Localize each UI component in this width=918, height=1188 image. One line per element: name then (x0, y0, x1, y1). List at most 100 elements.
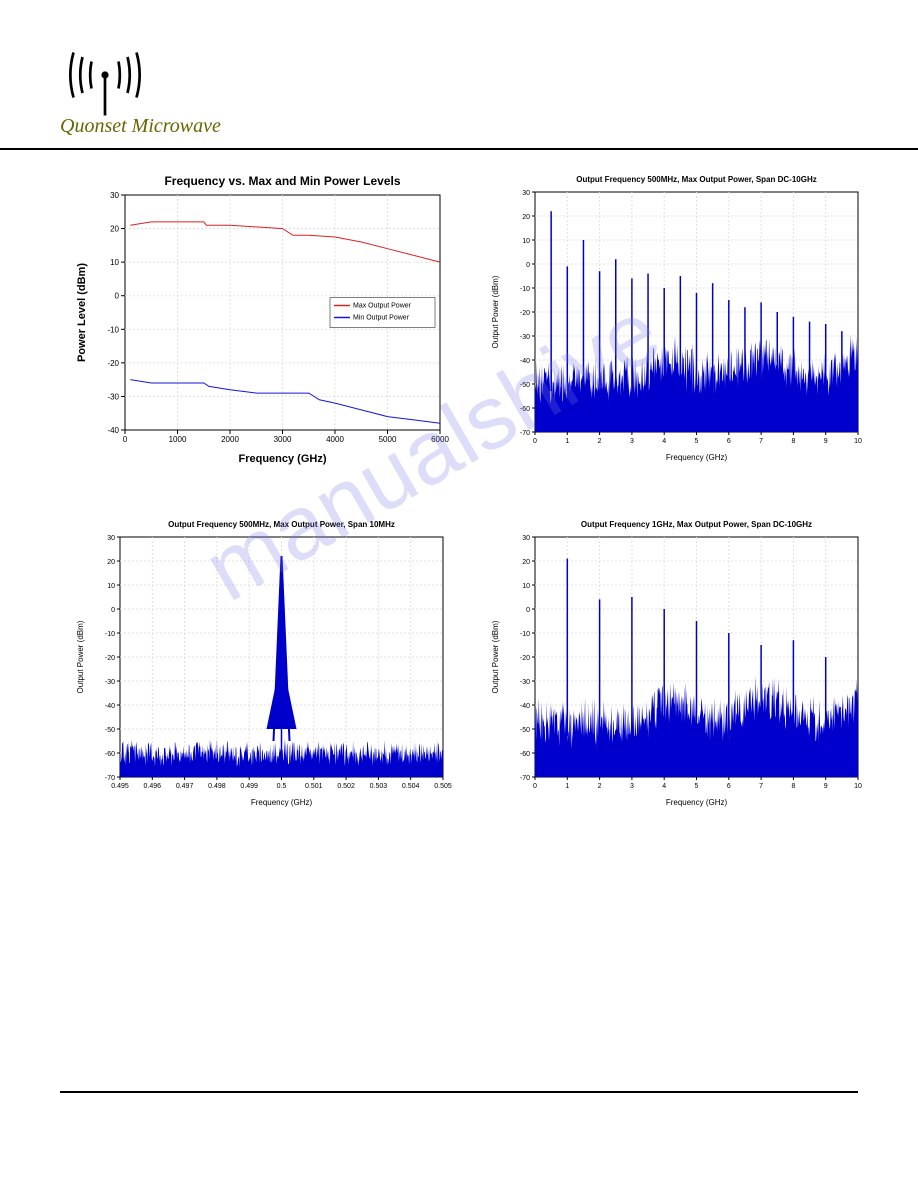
svg-text:6: 6 (727, 438, 731, 445)
svg-text:3: 3 (630, 783, 634, 790)
chart-spectrum-1ghz-wide: 012345678910-70-60-50-40-30-20-100102030… (485, 515, 870, 820)
svg-text:Output Frequency 1GHz, Max Out: Output Frequency 1GHz, Max Output Power,… (581, 520, 812, 529)
svg-text:Min Output Power: Min Output Power (353, 315, 410, 322)
svg-text:-10: -10 (520, 631, 530, 638)
svg-text:0.495: 0.495 (111, 783, 129, 790)
svg-text:Output Power (dBm): Output Power (dBm) (491, 620, 500, 693)
svg-text:0: 0 (123, 435, 128, 444)
svg-text:Output Frequency 500MHz, Max O: Output Frequency 500MHz, Max Output Powe… (576, 175, 816, 184)
svg-text:Frequency (GHz): Frequency (GHz) (251, 798, 313, 807)
svg-text:-30: -30 (520, 334, 530, 341)
svg-text:4000: 4000 (326, 435, 344, 444)
svg-text:Output Power (dBm): Output Power (dBm) (76, 620, 85, 693)
page-header: Quonset Microwave (0, 0, 918, 150)
svg-text:30: 30 (522, 535, 530, 542)
svg-text:0.498: 0.498 (208, 783, 226, 790)
svg-text:-70: -70 (105, 775, 115, 782)
svg-text:-50: -50 (520, 382, 530, 389)
svg-text:6000: 6000 (431, 435, 449, 444)
svg-text:1: 1 (565, 783, 569, 790)
svg-text:5: 5 (695, 783, 699, 790)
svg-text:-40: -40 (520, 358, 530, 365)
svg-text:-70: -70 (520, 775, 530, 782)
svg-text:1000: 1000 (169, 435, 187, 444)
svg-text:2: 2 (598, 438, 602, 445)
svg-text:0: 0 (111, 607, 115, 614)
svg-text:0.504: 0.504 (402, 783, 420, 790)
svg-text:7: 7 (759, 438, 763, 445)
svg-text:-50: -50 (105, 727, 115, 734)
footer-divider (60, 1091, 858, 1093)
svg-text:20: 20 (110, 225, 119, 234)
svg-text:4: 4 (662, 438, 666, 445)
svg-text:Frequency (GHz): Frequency (GHz) (666, 798, 728, 807)
svg-text:-20: -20 (520, 310, 530, 317)
svg-text:2000: 2000 (221, 435, 239, 444)
svg-text:8: 8 (791, 438, 795, 445)
svg-text:-50: -50 (520, 727, 530, 734)
svg-text:-60: -60 (105, 751, 115, 758)
brand-logo: Quonset Microwave (60, 30, 858, 138)
svg-text:-20: -20 (105, 655, 115, 662)
svg-text:0.501: 0.501 (305, 783, 323, 790)
svg-text:0.505: 0.505 (434, 783, 452, 790)
svg-text:-30: -30 (107, 392, 119, 401)
svg-text:6: 6 (727, 783, 731, 790)
svg-text:8: 8 (791, 783, 795, 790)
svg-text:30: 30 (107, 535, 115, 542)
chart-spectrum-500mhz-narrow: 0.495 0.496 0.497 0.498 0.499 0.5 0.501 0.502 0.… (70, 515, 455, 820)
svg-text:-20: -20 (520, 655, 530, 662)
svg-text:0.5: 0.5 (277, 783, 287, 790)
svg-text:30: 30 (110, 191, 119, 200)
chart-power-levels: 0100020003000400050006000-40-30-20-10010… (70, 170, 455, 475)
svg-text:-10: -10 (107, 325, 119, 334)
svg-text:0.499: 0.499 (240, 783, 258, 790)
svg-text:0.503: 0.503 (370, 783, 388, 790)
brand-name: Quonset Microwave (60, 115, 221, 138)
svg-text:Output Power (dBm): Output Power (dBm) (491, 275, 500, 348)
svg-text:0: 0 (526, 262, 530, 269)
svg-text:10: 10 (522, 583, 530, 590)
svg-text:7: 7 (759, 783, 763, 790)
svg-text:20: 20 (522, 559, 530, 566)
svg-text:10: 10 (522, 238, 530, 245)
svg-text:5: 5 (695, 438, 699, 445)
svg-text:30: 30 (522, 190, 530, 197)
svg-text:10: 10 (110, 258, 119, 267)
svg-text:0: 0 (526, 607, 530, 614)
svg-text:0: 0 (533, 783, 537, 790)
svg-text:Frequency (GHz): Frequency (GHz) (666, 453, 728, 462)
svg-text:10: 10 (854, 783, 862, 790)
svg-text:Frequency (GHz): Frequency (GHz) (238, 453, 326, 465)
svg-text:Max Output Power: Max Output Power (353, 303, 412, 310)
svg-text:20: 20 (522, 214, 530, 221)
svg-text:-60: -60 (520, 406, 530, 413)
svg-text:-10: -10 (105, 631, 115, 638)
svg-text:0.496: 0.496 (144, 783, 162, 790)
svg-text:-30: -30 (105, 679, 115, 686)
svg-text:Frequency vs. Max and Min Powe: Frequency vs. Max and Min Power Levels (164, 174, 400, 188)
svg-text:0.502: 0.502 (337, 783, 355, 790)
svg-text:3000: 3000 (274, 435, 292, 444)
svg-text:10: 10 (854, 438, 862, 445)
charts-grid: 0100020003000400050006000-40-30-20-10010… (0, 150, 918, 840)
svg-text:-30: -30 (520, 679, 530, 686)
svg-text:5000: 5000 (379, 435, 397, 444)
svg-text:0: 0 (115, 292, 120, 301)
svg-text:20: 20 (107, 559, 115, 566)
svg-text:-60: -60 (520, 751, 530, 758)
svg-text:9: 9 (824, 438, 828, 445)
svg-text:1: 1 (565, 438, 569, 445)
svg-text:Output Frequency 500MHz, Max O: Output Frequency 500MHz, Max Output Powe… (168, 520, 395, 529)
svg-text:Power Level (dBm): Power Level (dBm) (76, 263, 88, 362)
svg-text:0: 0 (533, 438, 537, 445)
svg-text:-70: -70 (520, 430, 530, 437)
svg-text:0.497: 0.497 (176, 783, 194, 790)
svg-text:4: 4 (662, 783, 666, 790)
svg-text:-40: -40 (520, 703, 530, 710)
svg-text:3: 3 (630, 438, 634, 445)
svg-text:-40: -40 (107, 426, 119, 435)
svg-text:-10: -10 (520, 286, 530, 293)
antenna-icon (60, 30, 150, 120)
svg-text:9: 9 (824, 783, 828, 790)
